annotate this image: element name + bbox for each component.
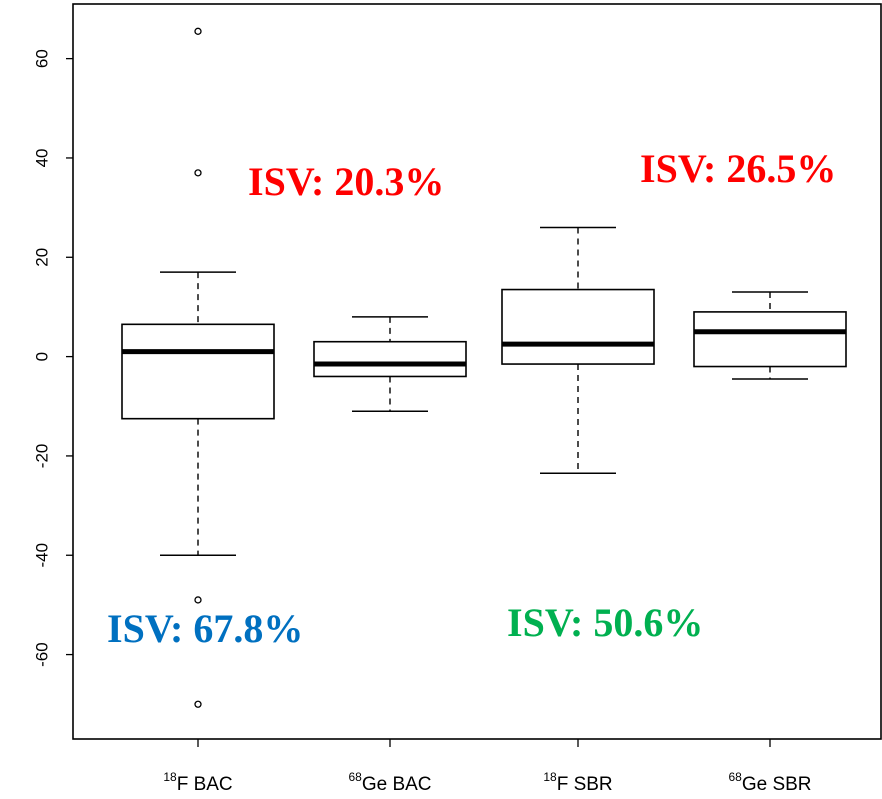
isv-annotation: ISV: 20.3% — [248, 159, 444, 204]
outlier-point — [194, 700, 202, 708]
plot-frame — [72, 3, 882, 740]
x-tick-label-text: Ge BAC — [362, 774, 432, 795]
y-tick-label: 20 — [33, 248, 52, 267]
y-tick-label: 0 — [33, 352, 52, 361]
box-group — [121, 27, 275, 708]
x-axis: 18F BAC 68Ge BAC 18F SBR 68Ge SBR — [163, 739, 812, 795]
x-tick-label: 68Ge BAC — [348, 770, 431, 795]
y-tick-label: -60 — [33, 642, 52, 667]
box-group — [313, 316, 467, 412]
x-tick-label-text: Ge SBR — [742, 774, 812, 795]
iqr-box — [121, 323, 275, 420]
box-group — [693, 291, 847, 380]
y-tick-label: -20 — [33, 444, 52, 469]
x-tick-label-isotope: 68 — [348, 770, 362, 784]
y-tick-label: -40 — [33, 543, 52, 568]
outlier-point — [194, 596, 202, 604]
y-axis: -60 -40 -20 0 20 40 60 — [33, 49, 73, 667]
x-tick-label: 18F BAC — [163, 770, 232, 795]
box-group — [194, 169, 655, 475]
iqr-box — [313, 340, 467, 378]
x-tick-label-text: F BAC — [177, 774, 233, 795]
boxes-layer — [121, 27, 847, 708]
y-tick-label: 60 — [33, 49, 52, 68]
isv-annotation: ISV: 67.8% — [107, 606, 303, 651]
iqr-box — [501, 288, 655, 365]
isv-annotation: ISV: 50.6% — [507, 600, 703, 645]
x-tick-label-text: F SBR — [557, 774, 613, 795]
isv-annotation: ISV: 26.5% — [640, 146, 836, 191]
outlier-point — [194, 27, 202, 35]
y-tick-label: 40 — [33, 148, 52, 167]
x-tick-label: 68Ge SBR — [728, 770, 811, 795]
annotations-layer: ISV: 20.3% ISV: 26.5% ISV: 67.8% ISV: 50.6% — [107, 146, 836, 651]
x-tick-label-isotope: 18 — [543, 770, 557, 784]
x-tick-label: 18F SBR — [543, 770, 612, 795]
iqr-box — [693, 311, 847, 368]
x-tick-label-isotope: 18 — [163, 770, 177, 784]
x-tick-label-isotope: 68 — [728, 770, 742, 784]
outlier-point — [194, 169, 202, 177]
